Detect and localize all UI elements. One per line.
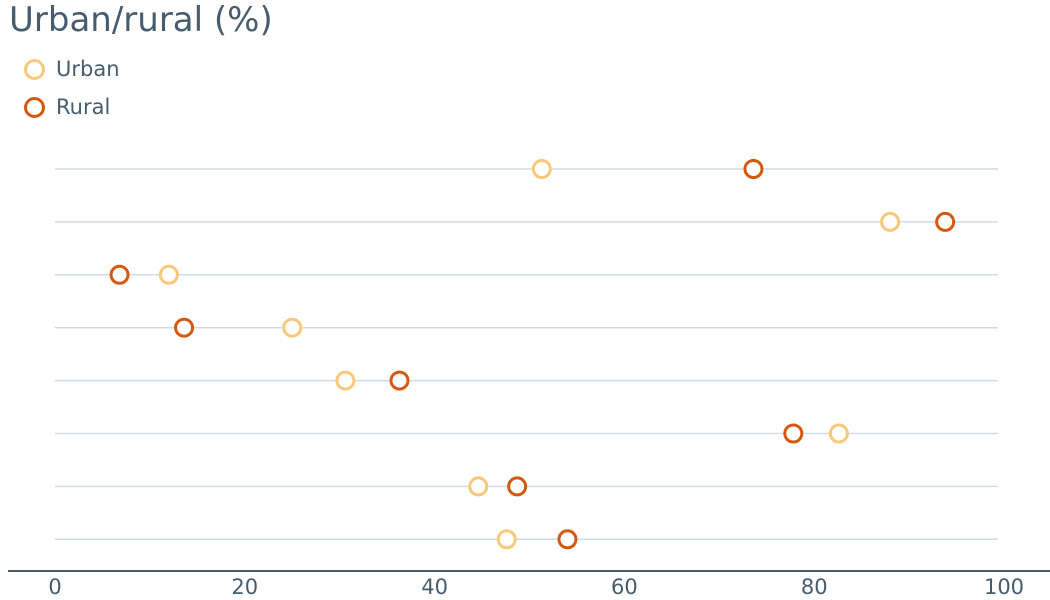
rural-point	[743, 159, 764, 179]
x-tick-label: 40	[421, 575, 448, 599]
x-tick-label: 0	[48, 575, 61, 599]
rural-point	[174, 317, 195, 338]
rural-point	[507, 476, 528, 497]
legend-label-rural: Rural	[56, 95, 111, 119]
urban-point	[496, 529, 517, 550]
x-tick-label: 100	[984, 575, 1024, 599]
legend: Urban Rural	[24, 50, 120, 126]
x-tick-label: 80	[801, 575, 828, 599]
rural-point	[935, 211, 956, 232]
chart-title: Urban/rural (%)	[9, 0, 273, 40]
urban-point	[880, 211, 901, 232]
x-tick-label: 20	[231, 575, 258, 599]
rural-point	[109, 264, 130, 285]
urban-point	[468, 476, 489, 497]
urban-point	[531, 159, 552, 179]
rural-point	[557, 529, 578, 550]
urban-point	[828, 423, 849, 444]
urban-point	[335, 370, 356, 391]
legend-marker-rural	[24, 96, 45, 118]
legend-item-urban[interactable]: Urban	[24, 50, 120, 88]
x-tick-label: 60	[611, 575, 638, 599]
rural-point	[389, 370, 410, 391]
legend-item-rural[interactable]: Rural	[24, 88, 120, 126]
urban-point	[282, 317, 303, 338]
legend-label-urban: Urban	[56, 57, 120, 81]
rural-point	[783, 423, 804, 444]
urban-point	[158, 264, 179, 285]
legend-marker-urban	[24, 58, 45, 80]
